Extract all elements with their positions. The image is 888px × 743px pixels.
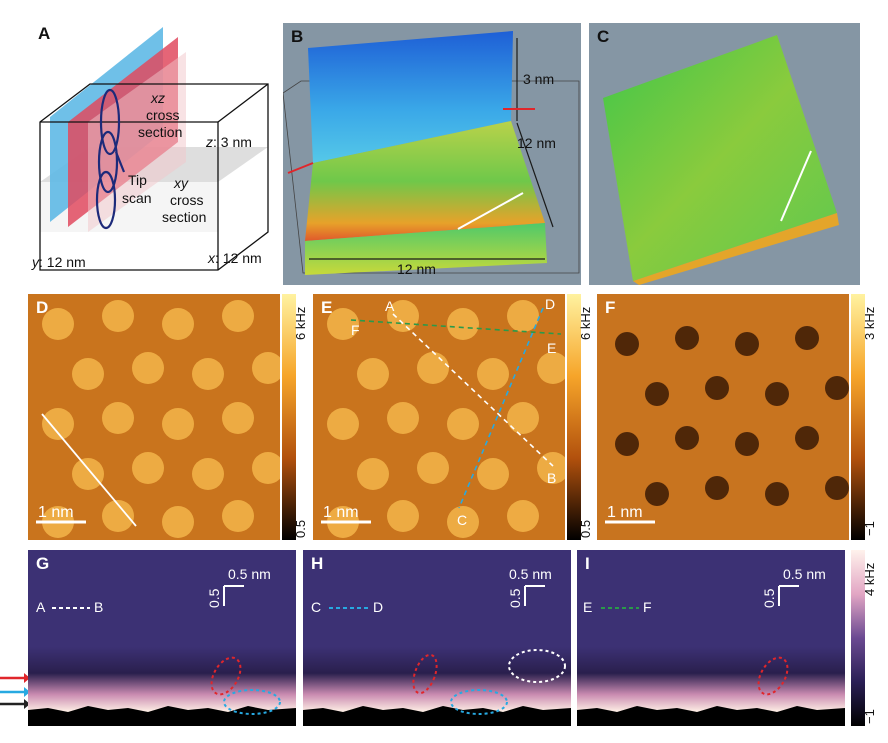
panel-f-cbar-max: 3 kHz bbox=[862, 306, 877, 340]
panel-g-line-end: B bbox=[94, 599, 104, 615]
panel-g-scale-v: 0.5 bbox=[206, 588, 222, 608]
point-a: A bbox=[385, 298, 395, 314]
panel-e-cbar-max: 6 kHz bbox=[578, 306, 593, 340]
point-e: E bbox=[547, 340, 557, 356]
xz-line2: cross bbox=[146, 107, 180, 123]
panel-d-colorbar bbox=[282, 294, 296, 540]
panel-i: I 0.5 nm 0.5 E F bbox=[577, 550, 845, 726]
panel-f-scale: 1 nm bbox=[607, 504, 643, 521]
panel-d-cbar-min: 0.5 bbox=[293, 519, 308, 538]
bottom-cbar-max: 4 kHz bbox=[862, 562, 877, 596]
panel-d: D 1 nm bbox=[28, 294, 280, 540]
xz-title: xz bbox=[151, 90, 165, 106]
panel-h-line-start: C bbox=[311, 599, 322, 615]
panel-i-scale-v: 0.5 bbox=[761, 588, 777, 608]
line-c-d bbox=[458, 307, 544, 509]
y-dimension: y: 12 nm bbox=[32, 254, 86, 270]
panel-f: F 1 nm bbox=[597, 294, 849, 540]
panel-a: A xz cross section z: 3 nm Tip scan xy c… bbox=[28, 22, 288, 280]
z-dimension: z: 3 nm bbox=[206, 134, 252, 150]
panel-g-scale-h: 0.5 nm bbox=[228, 566, 271, 582]
panel-e-cbar-min: 0.5 bbox=[578, 519, 593, 538]
panel-g-line-start: A bbox=[36, 599, 46, 615]
panel-f-afm-map bbox=[597, 294, 849, 540]
panel-g-label: G bbox=[36, 554, 50, 573]
panel-h-scale-v: 0.5 bbox=[507, 588, 523, 608]
panel-i-line-start: E bbox=[583, 599, 593, 615]
panel-h-scale-h: 0.5 nm bbox=[509, 566, 552, 582]
panel-a-schematic bbox=[39, 27, 269, 271]
dim-y-label: 12 nm bbox=[517, 135, 556, 151]
bottom-colorbar bbox=[851, 550, 865, 726]
panel-a-label: A bbox=[38, 24, 51, 43]
line-a-b bbox=[392, 313, 554, 467]
panel-h-xz-map bbox=[303, 550, 571, 726]
panel-f-colorbar bbox=[851, 294, 865, 540]
panel-e-afm-map bbox=[313, 294, 565, 540]
panel-d-cbar-max: 6 kHz bbox=[293, 306, 308, 340]
panel-i-xz-map bbox=[577, 550, 845, 726]
panel-d-scale: 1 nm bbox=[38, 504, 74, 521]
panel-h: H 0.5 nm 0.5 C D bbox=[303, 550, 571, 726]
xy-line3: section bbox=[162, 209, 207, 225]
panel-d-label: D bbox=[36, 298, 49, 317]
panel-i-label: I bbox=[585, 554, 590, 573]
panel-b-label: B bbox=[291, 27, 304, 46]
panel-e-colorbar bbox=[567, 294, 581, 540]
point-d: D bbox=[545, 296, 556, 312]
tip-line2: scan bbox=[122, 190, 152, 206]
panel-i-scale-h: 0.5 nm bbox=[783, 566, 826, 582]
panel-e-scale: 1 nm bbox=[323, 504, 359, 521]
panel-f-cbar-min: −1 bbox=[862, 521, 877, 536]
tip-line1: Tip bbox=[128, 172, 147, 188]
panel-h-label: H bbox=[311, 554, 324, 573]
panel-f-label: F bbox=[605, 298, 616, 317]
panel-i-line-end: F bbox=[643, 599, 652, 615]
dim-z-label: 3 nm bbox=[523, 71, 555, 87]
panel-e-label: E bbox=[321, 298, 333, 317]
panel-g: G 0.5 nm 0.5 A B bbox=[28, 550, 296, 726]
line-e-f bbox=[350, 319, 562, 335]
layer-arrows bbox=[0, 673, 30, 709]
point-c: C bbox=[457, 512, 468, 528]
panel-b: B 3 nm 12 nm 12 nm bbox=[283, 23, 581, 285]
bottom-cbar-min: −1 bbox=[862, 709, 877, 724]
panel-c-3d-render bbox=[603, 35, 839, 285]
panel-h-line-end: D bbox=[373, 599, 384, 615]
panel-g-xz-map bbox=[28, 550, 296, 726]
panel-b-3d-render bbox=[283, 31, 580, 275]
panel-c-label: C bbox=[597, 27, 610, 46]
point-f: F bbox=[351, 322, 360, 338]
point-b: B bbox=[547, 470, 557, 486]
panel-e: E A B C D E F 1 nm bbox=[313, 294, 565, 540]
panel-d-afm-map bbox=[28, 294, 280, 540]
dim-x-label: 12 nm bbox=[397, 261, 436, 277]
xy-title: xy bbox=[174, 175, 188, 191]
xz-line3: section bbox=[138, 124, 183, 140]
panel-c: C bbox=[589, 23, 860, 285]
xy-line2: cross bbox=[170, 192, 204, 208]
x-dimension: x: 12 nm bbox=[208, 250, 262, 266]
